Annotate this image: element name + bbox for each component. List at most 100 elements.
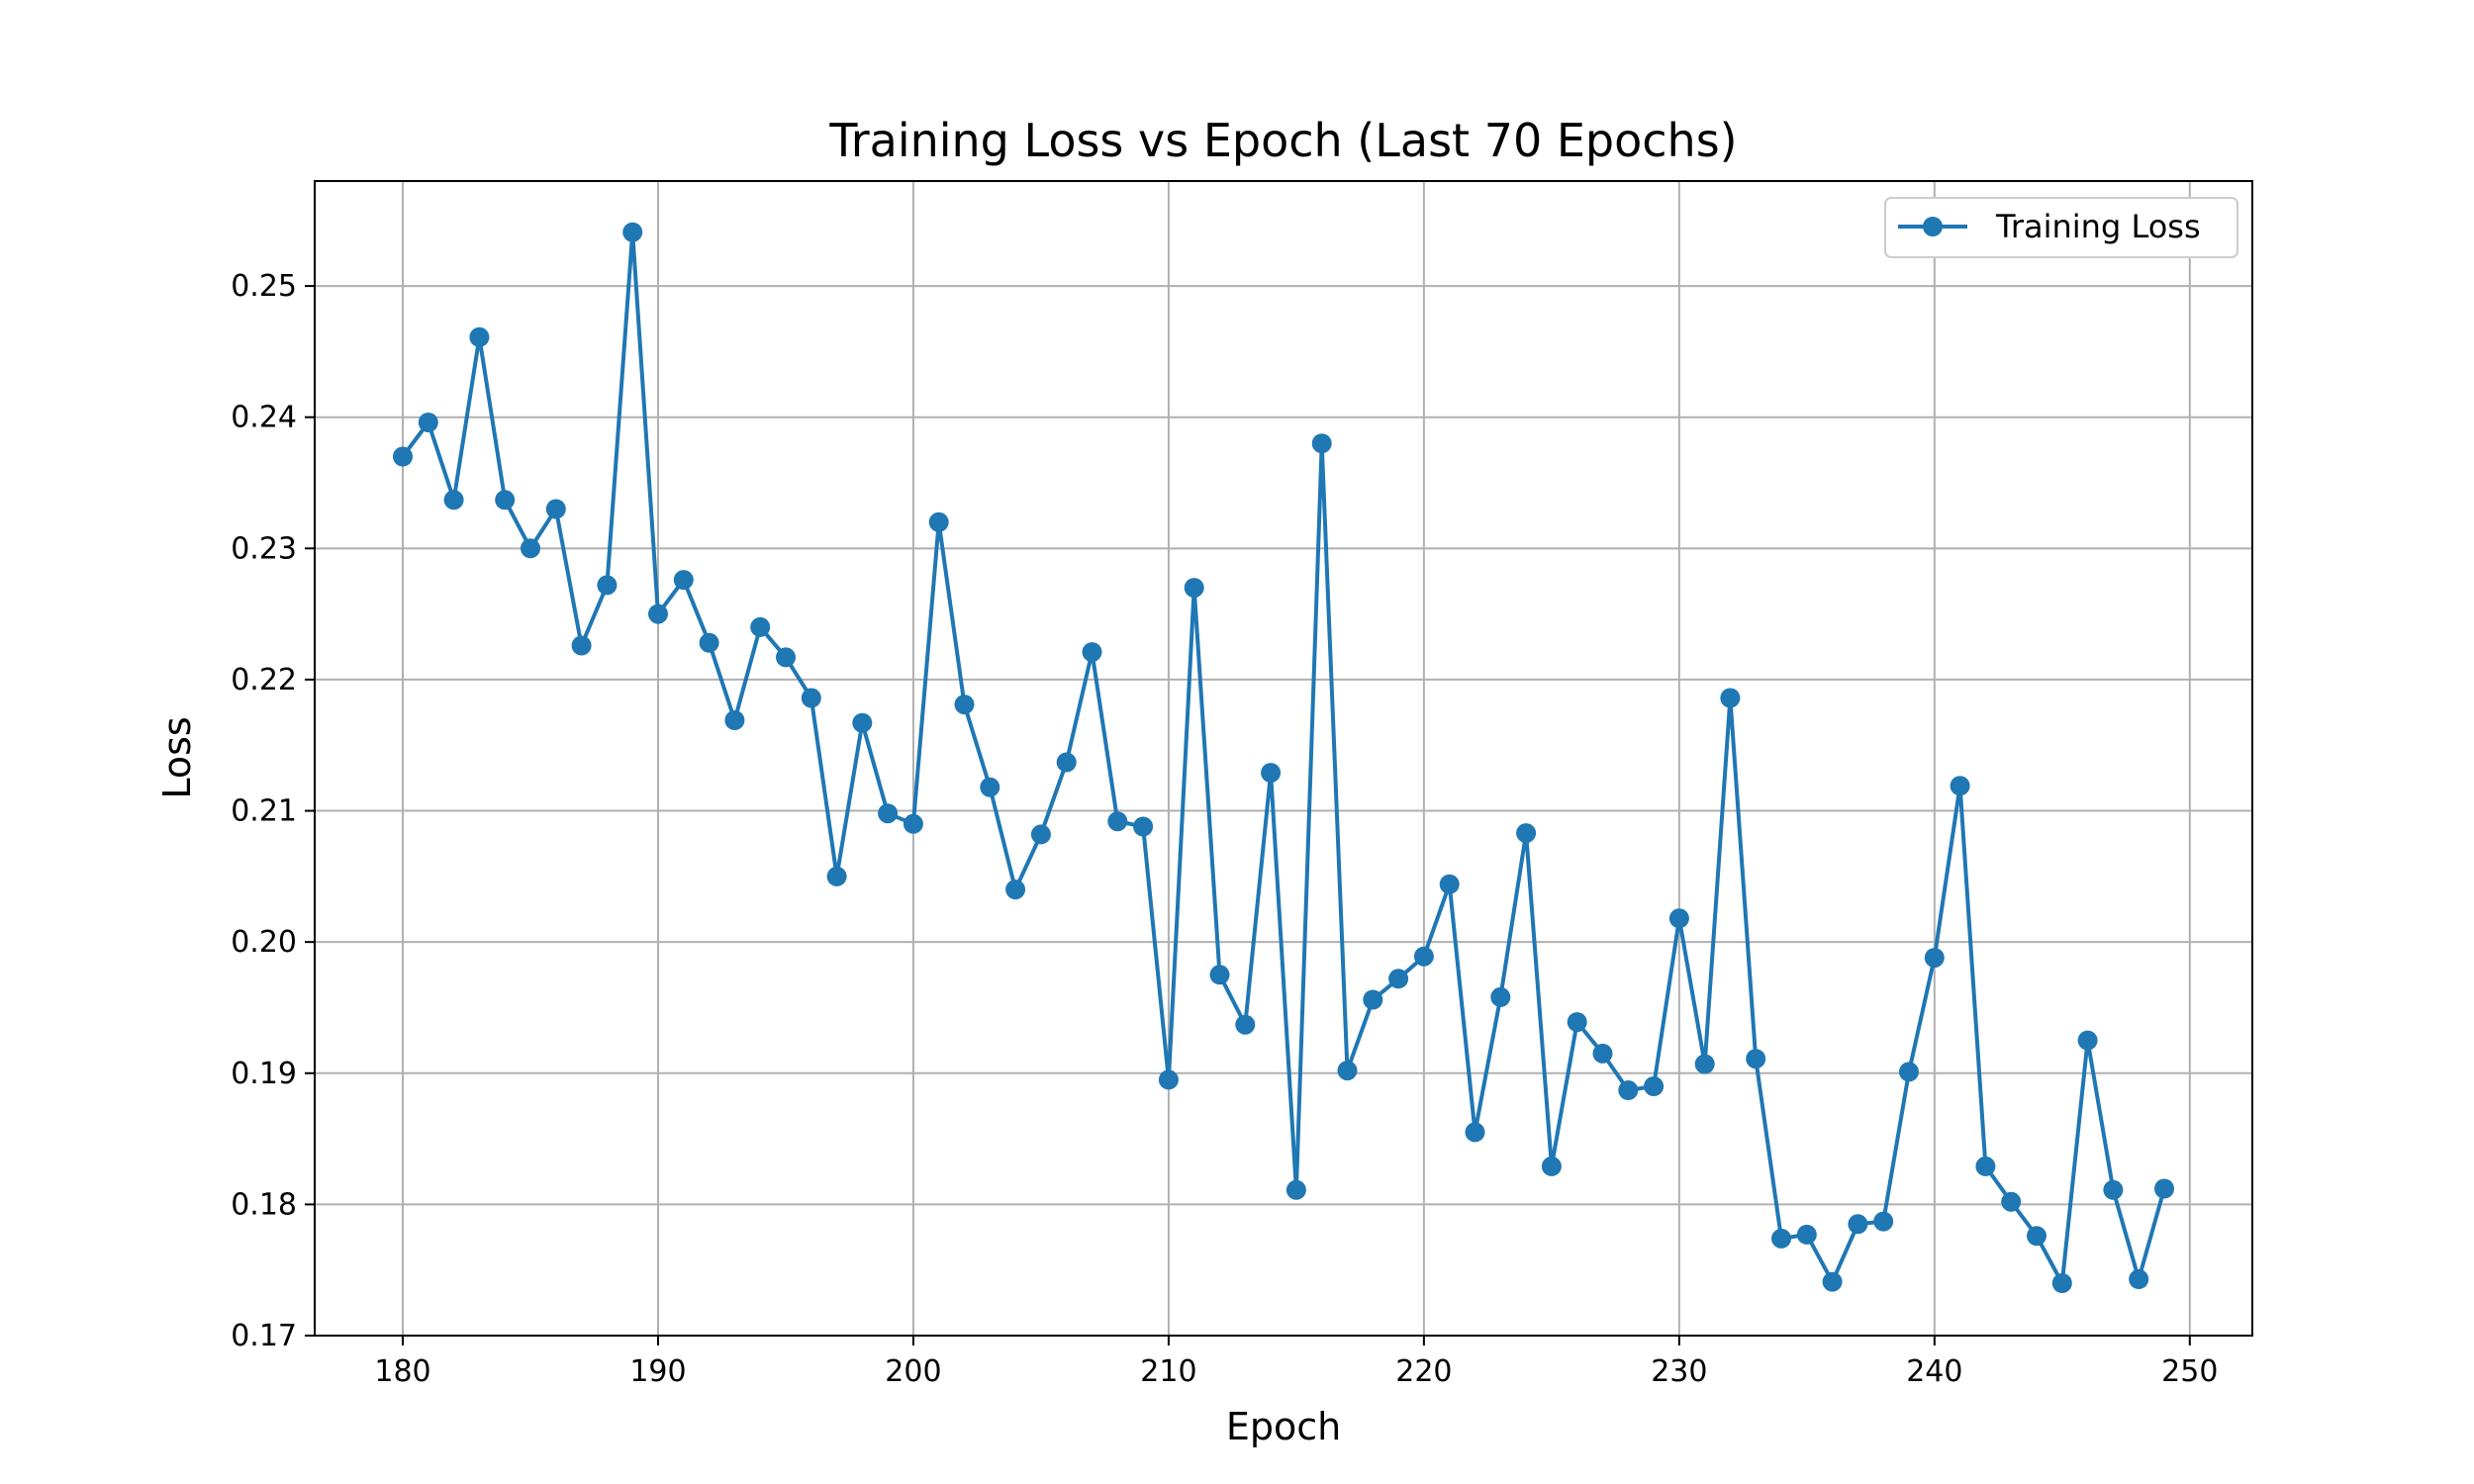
- data-point: [1235, 1014, 1256, 1035]
- data-point: [1746, 1049, 1766, 1069]
- series-line: [401, 230, 2166, 1285]
- data-point: [443, 490, 464, 510]
- data-point: [1516, 823, 1537, 844]
- data-point: [1720, 688, 1741, 708]
- plot-frame: [314, 180, 2253, 1337]
- y-tick-label: 0.24: [231, 401, 297, 435]
- data-point: [776, 647, 796, 668]
- x-tick-label: 250: [2161, 1354, 2218, 1389]
- data-point: [521, 538, 540, 559]
- data-point: [2129, 1269, 2149, 1289]
- data-point: [1668, 908, 1689, 929]
- data-point: [852, 712, 873, 733]
- x-tick-label: 190: [629, 1354, 686, 1389]
- data-point: [2077, 1030, 2098, 1051]
- data-point: [2051, 1273, 2072, 1293]
- x-tick-label: 180: [374, 1354, 430, 1389]
- x-axis-ticks: 180 190 200 210 220 230 240 250: [374, 1336, 2218, 1389]
- data-point: [1439, 874, 1460, 894]
- data-point: [826, 866, 847, 886]
- y-axis-label: Loss: [155, 716, 199, 798]
- y-tick-label: 0.21: [231, 794, 297, 829]
- data-point: [1541, 1156, 1562, 1176]
- data-point: [1413, 946, 1434, 967]
- data-point: [2154, 1178, 2174, 1199]
- data-point: [1363, 989, 1383, 1010]
- data-point: [980, 777, 1000, 797]
- data-point: [1056, 752, 1077, 773]
- data-point: [878, 803, 899, 824]
- data-point: [673, 570, 694, 591]
- data-point: [1924, 948, 1945, 969]
- data-point: [1261, 763, 1282, 784]
- data-point: [1567, 1012, 1587, 1033]
- x-tick-label: 220: [1395, 1354, 1452, 1389]
- data-point: [1082, 642, 1102, 663]
- y-tick-label: 0.19: [231, 1057, 297, 1091]
- data-point: [418, 413, 438, 432]
- y-tick-label: 0.22: [231, 663, 297, 697]
- data-point: [2001, 1191, 2022, 1212]
- data-point: [597, 575, 618, 596]
- data-point: [1005, 880, 1026, 900]
- data-point: [1030, 824, 1051, 845]
- y-tick-label: 0.18: [231, 1187, 297, 1222]
- plot-area-background: [315, 181, 2252, 1336]
- data-point: [1644, 1076, 1665, 1096]
- chart-title: Training Loss vs Epoch (Last 70 Epochs): [828, 114, 1737, 167]
- data-point: [1796, 1224, 1817, 1245]
- data-point: [903, 813, 923, 834]
- data-point: [1822, 1271, 1843, 1292]
- data-point: [1107, 811, 1128, 832]
- y-tick-label: 0.20: [231, 925, 297, 960]
- data-point: [571, 635, 592, 656]
- data-point: [1133, 816, 1154, 837]
- data-point: [1184, 578, 1204, 599]
- data-point: [954, 695, 975, 715]
- data-point: [1873, 1211, 1894, 1232]
- data-point: [1694, 1054, 1715, 1074]
- data-point: [1209, 965, 1230, 985]
- data-point: [1388, 969, 1409, 989]
- data-point: [699, 632, 719, 653]
- legend-box: [1884, 197, 2238, 258]
- data-point: [545, 499, 566, 519]
- data-point: [928, 511, 949, 532]
- x-axis-label: Epoch: [1226, 1405, 1341, 1448]
- data-point: [1465, 1122, 1485, 1143]
- data-point: [1899, 1062, 1919, 1082]
- data-point: [1950, 776, 1970, 796]
- y-tick-label: 0.23: [231, 531, 297, 566]
- data-point: [2103, 1179, 2124, 1200]
- data-point: [622, 222, 643, 242]
- y-tick-label: 0.25: [231, 269, 297, 304]
- data-point: [1771, 1228, 1791, 1249]
- data-point: [469, 326, 490, 347]
- legend-marker-swatch: [1923, 217, 1943, 236]
- data-point: [750, 616, 771, 637]
- data-point: [1848, 1214, 1868, 1235]
- data-point: [1285, 1179, 1306, 1200]
- data-point: [801, 688, 821, 708]
- data-point: [393, 446, 413, 467]
- y-axis-ticks: 0.17 0.18 0.19 0.20 0.21 0.22 0.23 0.24 0.25: [231, 269, 315, 1353]
- data-point: [724, 710, 745, 730]
- legend-label: Training Loss: [1995, 208, 2201, 245]
- data-point: [1337, 1061, 1358, 1081]
- data-point: [648, 603, 668, 624]
- data-point: [1618, 1080, 1639, 1100]
- x-tick-label: 210: [1140, 1354, 1196, 1389]
- data-point: [1311, 433, 1332, 454]
- data-point: [1592, 1043, 1613, 1064]
- series-group: [393, 222, 2174, 1293]
- data-point: [1490, 986, 1511, 1007]
- data-point: [1975, 1156, 1996, 1176]
- x-tick-label: 240: [1906, 1354, 1962, 1389]
- y-tick-label: 0.17: [231, 1319, 297, 1353]
- data-point: [1158, 1069, 1179, 1090]
- data-point: [2027, 1226, 2046, 1247]
- data-point: [495, 490, 516, 510]
- x-tick-label: 200: [885, 1354, 941, 1389]
